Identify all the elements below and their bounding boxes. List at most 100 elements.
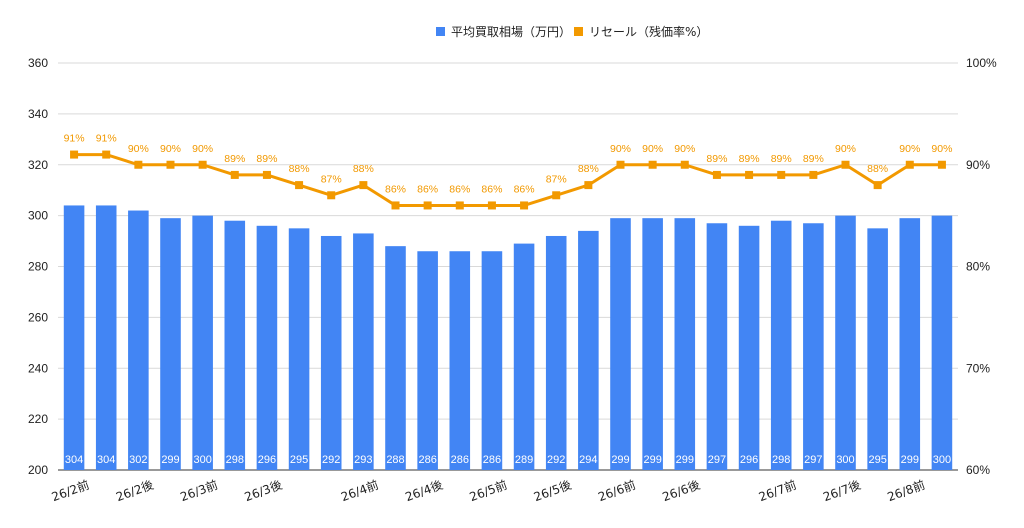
y-left-tick-label: 300 bbox=[28, 209, 48, 223]
bar bbox=[738, 225, 760, 470]
line-value-label: 86% bbox=[481, 183, 502, 195]
line-point bbox=[102, 150, 111, 159]
bar bbox=[128, 210, 149, 470]
bar bbox=[95, 205, 117, 470]
line-point bbox=[455, 201, 464, 210]
line-point bbox=[905, 160, 914, 169]
bar-value-label: 295 bbox=[868, 454, 886, 466]
bar-value-label: 289 bbox=[515, 454, 533, 466]
line-value-label: 89% bbox=[803, 153, 824, 165]
legend-swatch-line bbox=[574, 27, 583, 36]
y-left-tick-label: 340 bbox=[28, 107, 48, 121]
line-point bbox=[680, 160, 689, 169]
line-point bbox=[584, 181, 593, 190]
line-value-label: 90% bbox=[899, 143, 920, 155]
bar-value-label: 288 bbox=[386, 454, 404, 466]
bar-value-label: 299 bbox=[611, 454, 629, 466]
line-point bbox=[134, 160, 143, 169]
line-point bbox=[262, 170, 271, 179]
line-point bbox=[166, 160, 175, 169]
line-point bbox=[712, 170, 721, 179]
bar-value-label: 297 bbox=[804, 454, 822, 466]
legend-label-bar: 平均買取相場（万円） bbox=[451, 25, 571, 39]
x-tick-label: 26/5後 bbox=[532, 478, 573, 504]
bar bbox=[770, 220, 792, 470]
y-left-tick-label: 260 bbox=[28, 310, 48, 324]
bar-value-label: 304 bbox=[65, 454, 83, 466]
line-value-labels: 91% 91% 90% 90% 90% 89% 89% 88% 87% 88% 86% 86% 86% 8… bbox=[64, 133, 953, 196]
y-axis-right: 60% 70% 80% 90% 100% bbox=[966, 56, 997, 477]
bar bbox=[674, 218, 696, 470]
line-value-label: 91% bbox=[96, 133, 117, 145]
x-tick-label: 26/6後 bbox=[660, 478, 701, 504]
line-path bbox=[74, 153, 942, 207]
line-point bbox=[327, 191, 336, 200]
line-value-label: 87% bbox=[546, 173, 567, 185]
y-right-tick-label: 100% bbox=[966, 56, 997, 70]
bar-value-label: 300 bbox=[836, 454, 854, 466]
line-value-label: 90% bbox=[192, 143, 213, 155]
x-tick-label: 26/2前 bbox=[49, 477, 91, 504]
bar-value-label: 300 bbox=[193, 454, 211, 466]
bar bbox=[288, 228, 310, 470]
bar-value-label: 297 bbox=[708, 454, 726, 466]
y-left-tick-label: 240 bbox=[28, 361, 48, 375]
line-point bbox=[809, 170, 818, 179]
bar bbox=[835, 215, 856, 470]
line-value-label: 89% bbox=[256, 153, 277, 165]
legend-swatch-bar bbox=[436, 27, 445, 36]
bar-value-label: 293 bbox=[354, 454, 372, 466]
legend-label-line: リセール（残価率%） bbox=[589, 24, 708, 39]
bar bbox=[320, 235, 342, 470]
line-point bbox=[648, 160, 657, 169]
bar-value-label: 296 bbox=[740, 454, 758, 466]
bar bbox=[481, 251, 503, 470]
y-left-tick-label: 360 bbox=[28, 56, 48, 70]
x-tick-label: 26/8前 bbox=[885, 477, 927, 504]
line-value-label: 86% bbox=[385, 183, 406, 195]
line-point bbox=[487, 201, 496, 210]
x-tick-label: 26/7前 bbox=[757, 477, 799, 504]
line-point bbox=[841, 160, 850, 169]
y-left-tick-label: 280 bbox=[28, 260, 48, 274]
bar bbox=[642, 218, 663, 470]
bar-value-label: 298 bbox=[772, 454, 790, 466]
bar bbox=[803, 223, 824, 470]
line-value-label: 88% bbox=[867, 163, 888, 175]
bar-value-label: 299 bbox=[643, 454, 661, 466]
line-point bbox=[423, 201, 432, 210]
x-tick-label: 26/4前 bbox=[339, 477, 381, 504]
line-value-label: 90% bbox=[128, 143, 149, 155]
line-value-label: 89% bbox=[224, 153, 245, 165]
bar bbox=[256, 225, 278, 470]
bar-value-label: 294 bbox=[579, 454, 597, 466]
line-value-label: 90% bbox=[931, 143, 952, 155]
line-point bbox=[873, 181, 882, 190]
bar bbox=[63, 205, 85, 470]
x-tick-label: 26/2後 bbox=[114, 478, 155, 504]
line-value-label: 86% bbox=[417, 183, 438, 195]
bar bbox=[610, 218, 631, 470]
bar-value-label: 299 bbox=[676, 454, 694, 466]
bar bbox=[578, 230, 599, 470]
bar-value-label: 286 bbox=[451, 454, 469, 466]
line-point bbox=[616, 160, 625, 169]
bar-value-label: 300 bbox=[933, 454, 951, 466]
x-tick-label: 26/3前 bbox=[178, 477, 220, 504]
line-point bbox=[295, 181, 304, 190]
line-value-label: 88% bbox=[289, 163, 310, 175]
y-left-tick-label: 320 bbox=[28, 158, 48, 172]
y-right-tick-label: 80% bbox=[966, 260, 990, 274]
bar bbox=[160, 218, 181, 470]
y-left-tick-label: 200 bbox=[28, 463, 48, 477]
bar bbox=[513, 243, 535, 470]
line-value-label: 87% bbox=[321, 173, 342, 185]
y-right-tick-label: 90% bbox=[966, 158, 990, 172]
line-point bbox=[552, 191, 561, 200]
line-point bbox=[70, 150, 79, 159]
line-value-label: 88% bbox=[578, 163, 599, 175]
line-point bbox=[745, 170, 754, 179]
bar bbox=[867, 228, 888, 470]
line-value-label: 90% bbox=[160, 143, 181, 155]
